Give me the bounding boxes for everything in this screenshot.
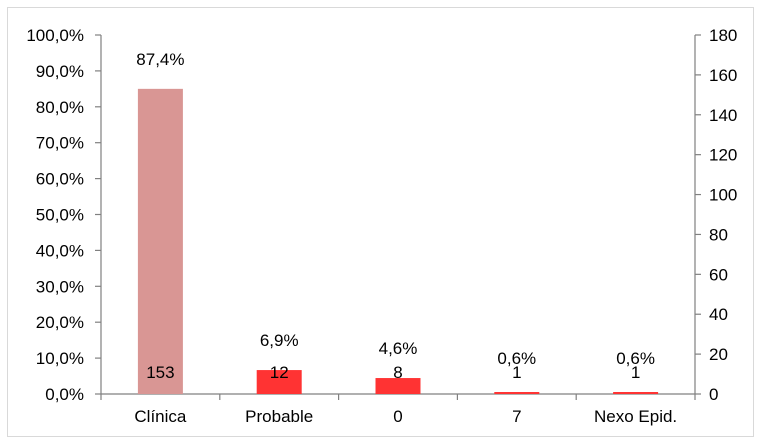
- right-y-tick-label: 0: [709, 385, 718, 404]
- left-y-tick-label: 30,0%: [36, 277, 84, 296]
- percent-data-label: 6,9%: [260, 331, 299, 350]
- right-y-tick-label: 160: [709, 66, 737, 85]
- x-tick-label: 0: [393, 407, 402, 426]
- x-tick-label: 7: [512, 407, 521, 426]
- left-y-tick-label: 100,0%: [26, 26, 84, 45]
- x-tick-label: Probable: [245, 407, 313, 426]
- x-tick-label: Nexo Epid.: [594, 407, 677, 426]
- left-y-tick-label: 50,0%: [36, 206, 84, 225]
- bar: [137, 88, 183, 394]
- left-y-tick-label: 90,0%: [36, 62, 84, 81]
- bar: [494, 392, 540, 394]
- count-data-label: 1: [512, 363, 521, 382]
- left-y-tick-label: 0,0%: [45, 385, 84, 404]
- left-y-tick-label: 40,0%: [36, 241, 84, 260]
- right-y-tick-label: 40: [709, 305, 728, 324]
- left-y-tick-label: 70,0%: [36, 134, 84, 153]
- x-tick-label: Clínica: [134, 407, 187, 426]
- right-y-tick-label: 100: [709, 186, 737, 205]
- chart-frame: [7, 7, 754, 437]
- right-y-tick-label: 80: [709, 225, 728, 244]
- bar: [613, 392, 659, 394]
- left-y-tick-label: 80,0%: [36, 98, 84, 117]
- right-y-tick-label: 20: [709, 345, 728, 364]
- count-data-label: 8: [393, 363, 402, 382]
- right-y-tick-label: 140: [709, 106, 737, 125]
- left-y-tick-label: 20,0%: [36, 313, 84, 332]
- count-data-label: 12: [270, 363, 289, 382]
- count-data-label: 153: [146, 363, 174, 382]
- bar: [375, 378, 421, 394]
- right-y-tick-label: 180: [709, 26, 737, 45]
- right-y-tick-label: 60: [709, 265, 728, 284]
- percent-data-label: 0,6%: [616, 349, 655, 368]
- percent-data-label: 4,6%: [379, 339, 418, 358]
- right-y-tick-label: 120: [709, 146, 737, 165]
- percent-data-label: 0,6%: [497, 349, 536, 368]
- left-y-tick-label: 10,0%: [36, 349, 84, 368]
- left-y-tick-label: 60,0%: [36, 170, 84, 189]
- bar: [256, 370, 302, 394]
- count-data-label: 1: [631, 363, 640, 382]
- percent-data-label: 87,4%: [136, 50, 184, 69]
